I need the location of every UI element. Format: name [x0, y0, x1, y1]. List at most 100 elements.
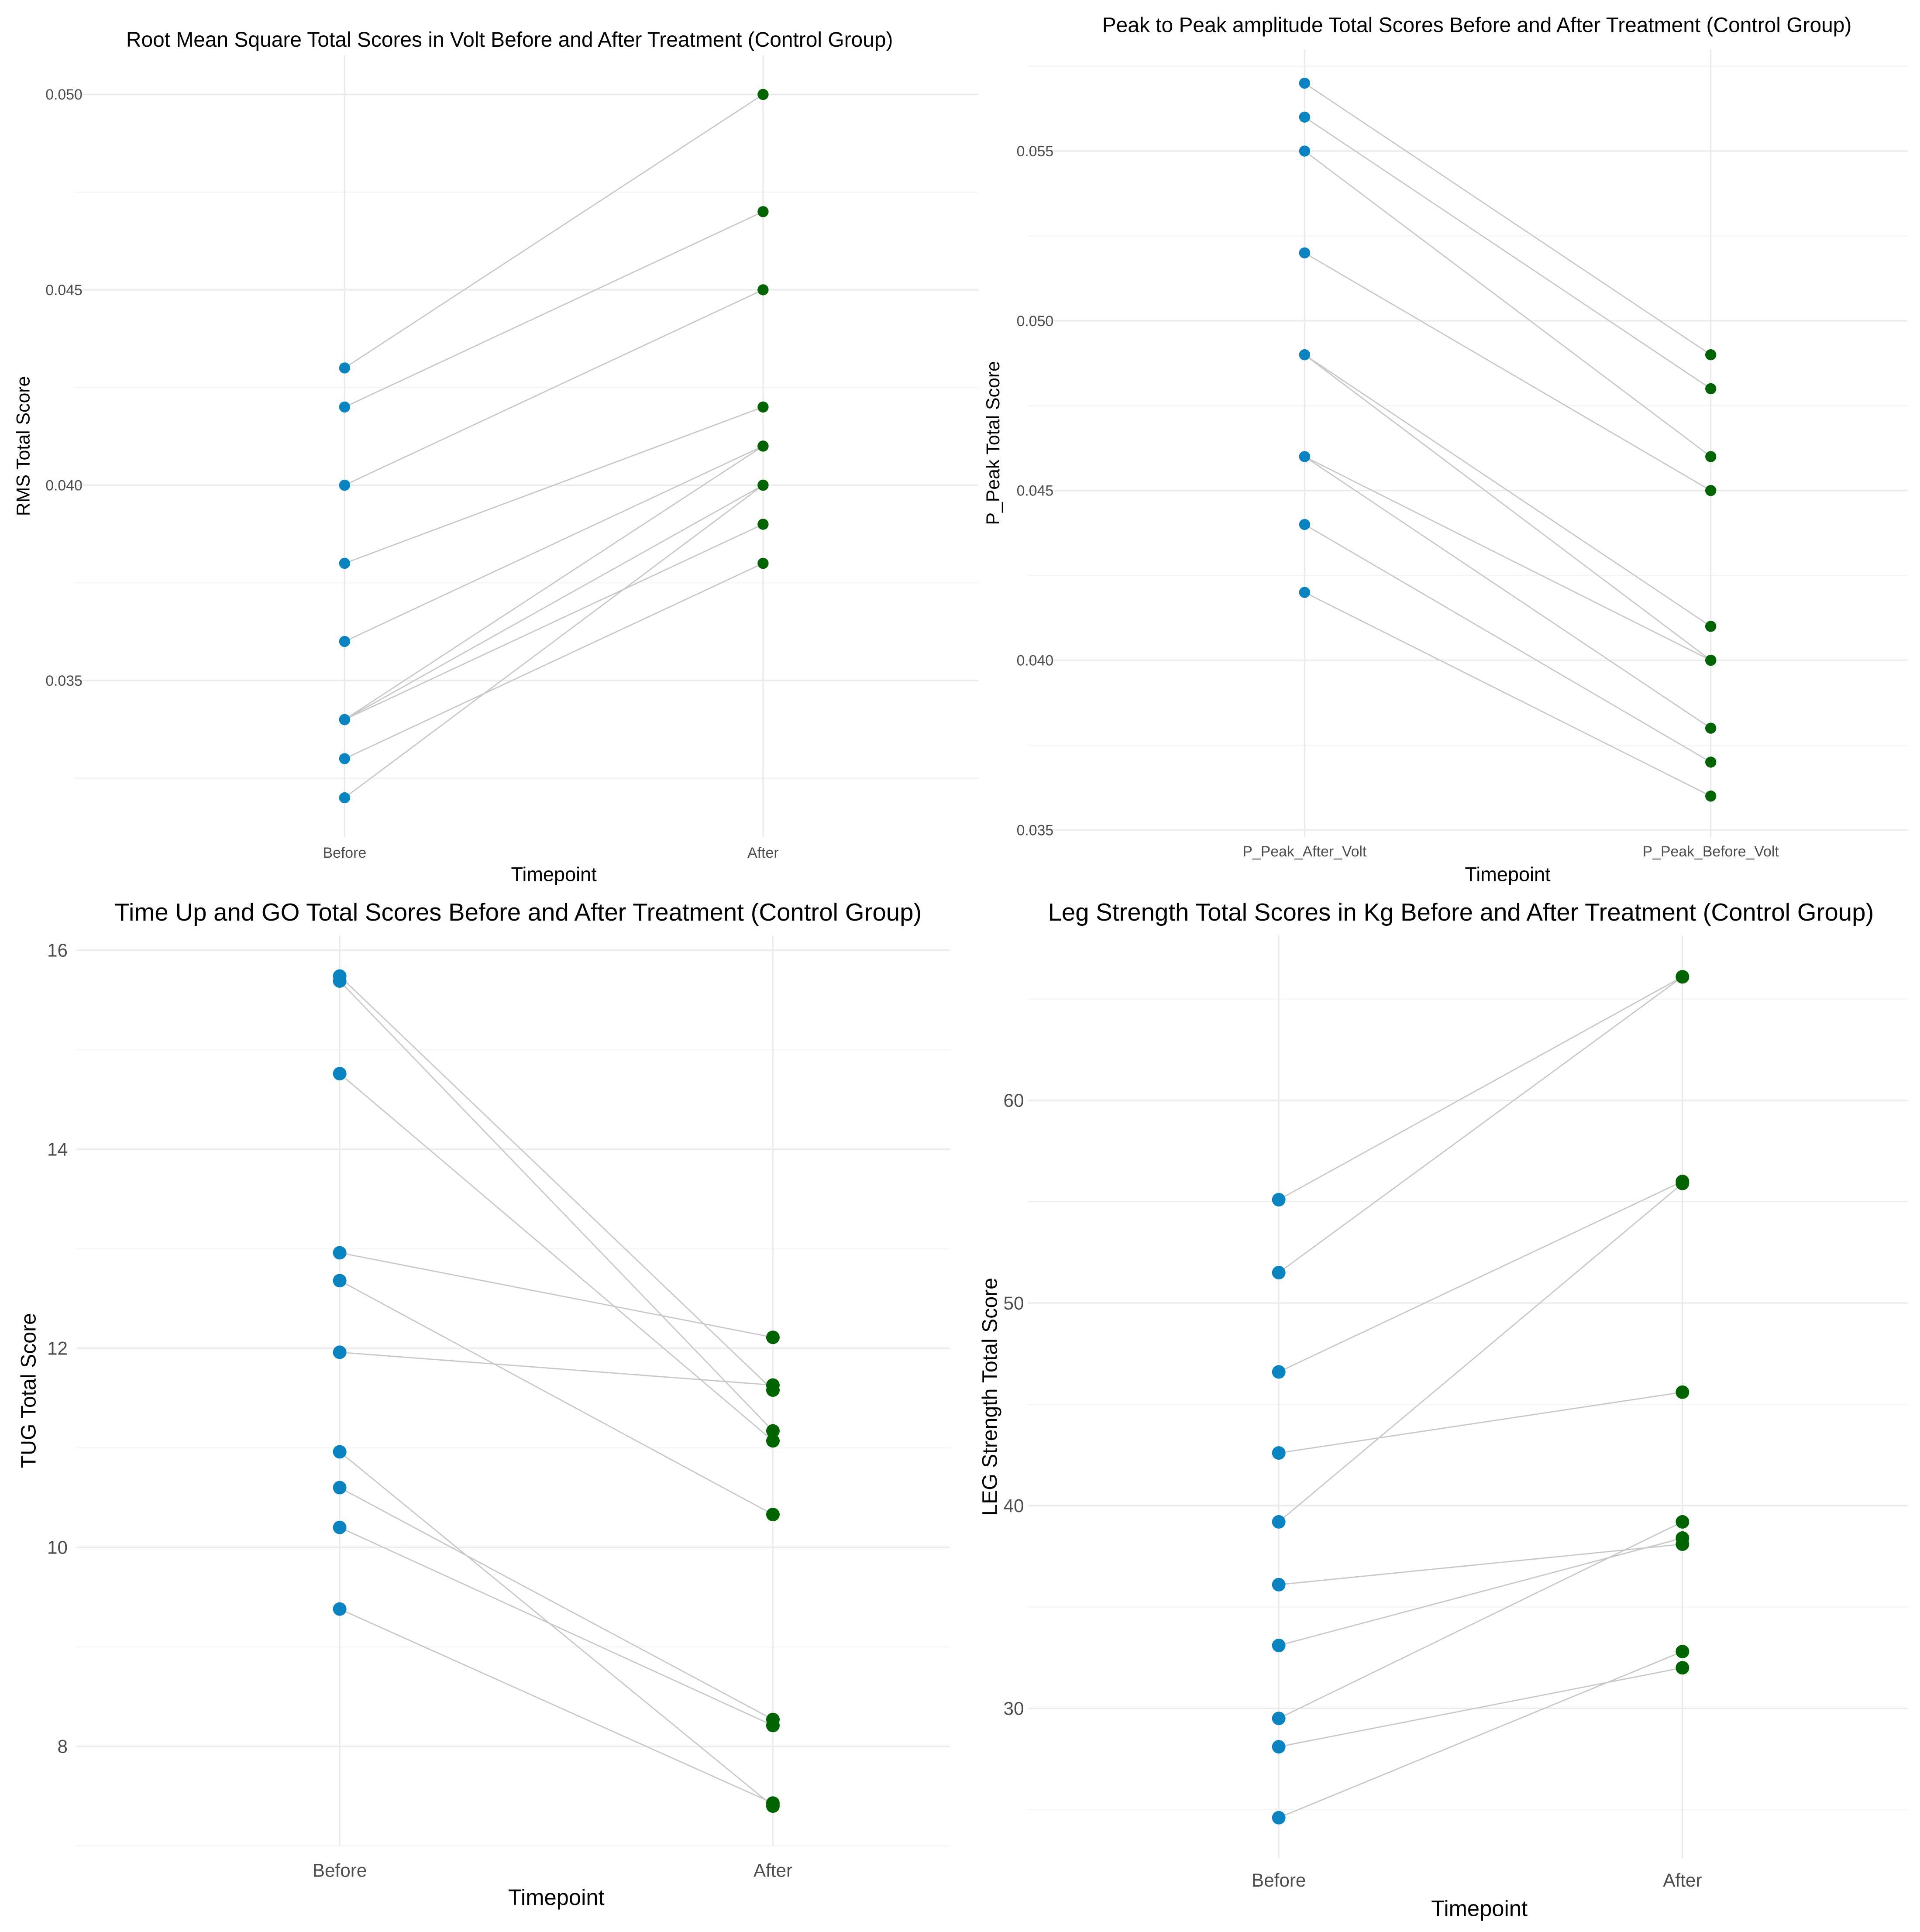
before-point: [339, 401, 351, 413]
subject-line: [1304, 524, 1711, 763]
before-point: [333, 1602, 347, 1616]
subject-line: [1278, 1391, 1683, 1454]
y-tick-label: 8: [58, 1736, 68, 1757]
before-point: [1299, 145, 1311, 157]
after-point: [1705, 383, 1717, 395]
chart-title: Leg Strength Total Scores in Kg Before a…: [1048, 898, 1874, 926]
y-tick-label: 0.035: [45, 673, 83, 689]
before-point: [1299, 111, 1311, 123]
y-tick-label: 12: [47, 1338, 68, 1359]
after-point: [757, 401, 769, 413]
before-point: [339, 636, 351, 647]
subject-line: [344, 289, 764, 486]
before-point: [1272, 1712, 1286, 1726]
x-axis-label: Timepoint: [508, 1885, 605, 1910]
before-point: [1272, 1578, 1286, 1592]
before-point: [1272, 1515, 1286, 1529]
subject-line: [344, 211, 764, 408]
subject-line: [1304, 456, 1711, 661]
subject-line: [344, 485, 764, 720]
y-tick-label: 0.040: [45, 477, 83, 494]
subject-line: [1278, 1183, 1683, 1523]
chart-panel-2: 0.035 0.040 0.045 0.050 0.055 P_Peak_After_Vo…: [983, 14, 1908, 886]
before-point: [333, 1067, 347, 1081]
after-point: [757, 519, 769, 530]
y-tick-label: 0.055: [1017, 143, 1054, 160]
before-point: [333, 1481, 347, 1495]
y-tick-label: 40: [1004, 1495, 1024, 1516]
subject-line: [1304, 150, 1711, 457]
subject-line: [1278, 1181, 1683, 1373]
before-point: [339, 714, 351, 725]
before-point: [339, 362, 351, 374]
subject-line: [1278, 1651, 1683, 1819]
subject-line: [339, 1073, 774, 1441]
subject-line: [339, 1451, 774, 1807]
before-point: [333, 974, 347, 988]
after-point: [1676, 970, 1689, 984]
chart-panel-3: 8 10 12 14 16 Before After Time Up and GO Total…: [17, 898, 950, 1910]
subject-line: [1278, 1537, 1683, 1646]
chart-panel-4: 30 40 50 60 Before After Leg Strength Total Sc…: [978, 898, 1908, 1921]
after-point: [1676, 1385, 1689, 1399]
subject-line: [1304, 252, 1711, 492]
before-point: [1299, 77, 1311, 89]
subject-line: [1304, 456, 1711, 729]
chart-title: Root Mean Square Total Scores in Volt Be…: [126, 28, 893, 52]
subject-line: [1304, 83, 1711, 355]
after-point: [1676, 1176, 1689, 1190]
after-point: [1676, 1531, 1689, 1545]
before-point: [1272, 1193, 1286, 1207]
before-point: [333, 1246, 347, 1260]
after-point: [757, 89, 769, 100]
after-point: [766, 1378, 780, 1392]
y-tick-label: 10: [47, 1537, 68, 1558]
before-point: [1272, 1811, 1286, 1825]
x-tick-label: After: [747, 845, 778, 861]
after-point: [1676, 1645, 1689, 1659]
before-point: [1299, 247, 1311, 259]
subject-line: [344, 523, 764, 720]
before-point: [333, 1445, 347, 1459]
before-point: [333, 1274, 347, 1288]
subject-line: [339, 1252, 773, 1338]
before-point: [339, 557, 351, 569]
before-point: [1272, 1639, 1286, 1653]
after-point: [757, 440, 769, 452]
before-point: [1272, 1265, 1286, 1279]
y-tick-label: 60: [1004, 1090, 1024, 1111]
subject-line: [344, 445, 764, 642]
y-tick-label: 50: [1004, 1293, 1024, 1313]
subject-line: [339, 1487, 774, 1720]
x-tick-label: After: [1663, 1870, 1702, 1891]
before-point: [1299, 587, 1311, 598]
subject-line: [1304, 117, 1711, 389]
x-tick-label: Before: [313, 1860, 367, 1880]
y-tick-label: 30: [1004, 1698, 1024, 1719]
y-tick-label: 14: [47, 1139, 68, 1160]
subject-line: [1304, 354, 1711, 661]
after-point: [766, 1330, 780, 1344]
y-axis-label: P_Peak Total Score: [983, 361, 1004, 525]
after-point: [1705, 722, 1717, 734]
y-tick-label: 16: [47, 940, 68, 961]
x-axis-label: Timepoint: [1431, 1896, 1528, 1921]
after-point: [1676, 1661, 1689, 1675]
after-point: [1705, 485, 1717, 496]
y-tick-label: 0.050: [1017, 313, 1054, 330]
x-tick-label: P_Peak_After_Volt: [1242, 843, 1367, 860]
subject-line: [339, 1351, 773, 1386]
after-point: [757, 284, 769, 296]
subject-line: [1304, 354, 1711, 627]
y-tick-label: 0.040: [1017, 652, 1054, 669]
subject-line: [344, 406, 764, 564]
after-point: [757, 479, 769, 491]
after-point: [766, 1796, 780, 1810]
before-point: [339, 753, 351, 764]
before-point: [333, 1345, 347, 1359]
before-point: [1299, 349, 1311, 361]
before-point: [1299, 519, 1311, 530]
after-point: [1676, 1515, 1689, 1529]
